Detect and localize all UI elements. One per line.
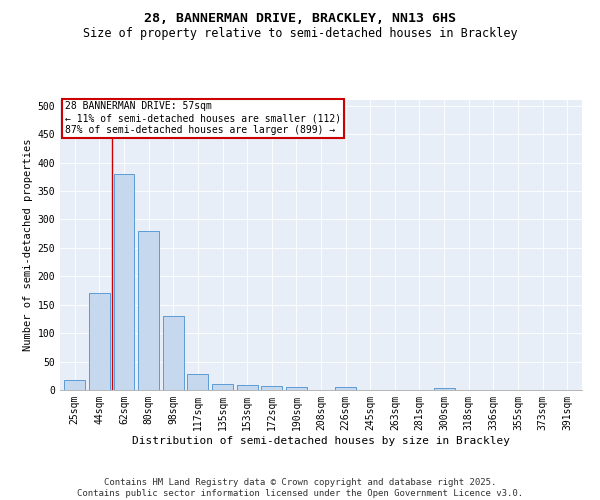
Bar [64,380,85,390]
Text: Contains HM Land Registry data © Crown copyright and database right 2025.
Contai: Contains HM Land Registry data © Crown c… [77,478,523,498]
Text: Size of property relative to semi-detached houses in Brackley: Size of property relative to semi-detach… [83,28,517,40]
Bar [163,316,184,390]
Bar [335,386,356,390]
Bar [236,385,257,390]
Bar [113,174,134,390]
Text: 28 BANNERMAN DRIVE: 57sqm
← 11% of semi-detached houses are smaller (112)
87% of: 28 BANNERMAN DRIVE: 57sqm ← 11% of semi-… [65,102,341,134]
Bar [286,386,307,390]
Bar [212,384,233,390]
Bar [261,386,282,390]
Bar [187,374,208,390]
Bar [138,231,159,390]
Bar [89,294,110,390]
Text: 28, BANNERMAN DRIVE, BRACKLEY, NN13 6HS: 28, BANNERMAN DRIVE, BRACKLEY, NN13 6HS [144,12,456,26]
Bar [434,388,455,390]
X-axis label: Distribution of semi-detached houses by size in Brackley: Distribution of semi-detached houses by … [132,436,510,446]
Y-axis label: Number of semi-detached properties: Number of semi-detached properties [23,138,34,352]
